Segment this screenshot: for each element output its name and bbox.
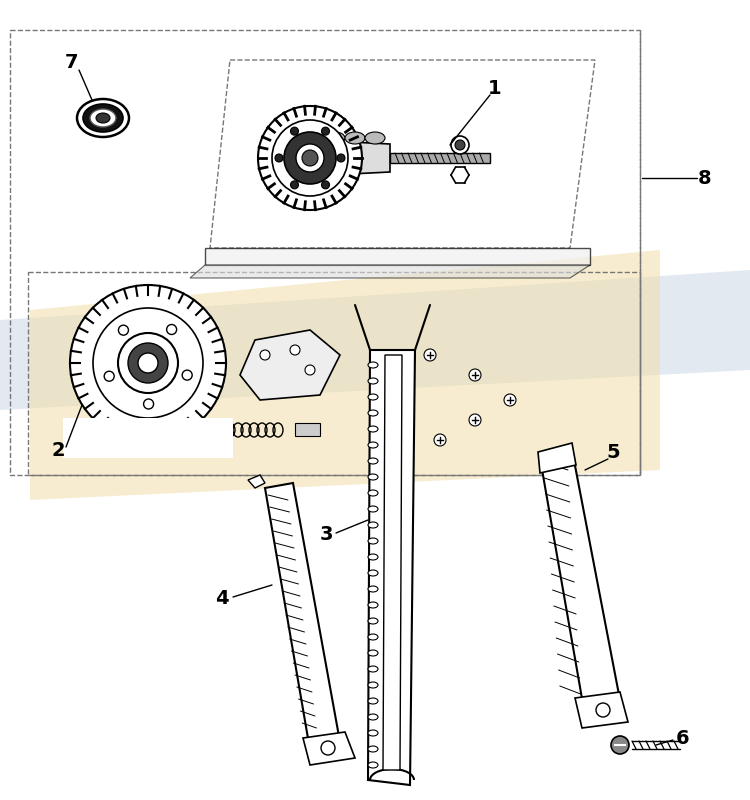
Polygon shape	[310, 140, 390, 176]
Ellipse shape	[368, 426, 378, 432]
Polygon shape	[205, 248, 590, 265]
Circle shape	[302, 150, 318, 166]
Circle shape	[258, 106, 362, 210]
Ellipse shape	[368, 410, 378, 416]
Bar	[295, 423, 320, 436]
Ellipse shape	[368, 730, 378, 736]
Ellipse shape	[345, 132, 365, 144]
Circle shape	[272, 120, 348, 196]
Ellipse shape	[83, 104, 123, 132]
Ellipse shape	[96, 113, 110, 123]
Text: 1: 1	[488, 78, 502, 98]
Ellipse shape	[368, 698, 378, 704]
Polygon shape	[248, 475, 265, 488]
Circle shape	[424, 349, 436, 361]
Ellipse shape	[368, 634, 378, 640]
Circle shape	[596, 703, 610, 717]
Polygon shape	[240, 330, 340, 400]
Polygon shape	[303, 732, 355, 765]
Ellipse shape	[368, 666, 378, 672]
Ellipse shape	[368, 618, 378, 624]
Text: 3: 3	[320, 526, 333, 545]
Ellipse shape	[368, 442, 378, 448]
Circle shape	[93, 308, 203, 418]
Circle shape	[128, 343, 168, 383]
Circle shape	[337, 154, 345, 162]
Text: 6: 6	[676, 729, 690, 747]
Circle shape	[143, 399, 154, 409]
Ellipse shape	[365, 132, 385, 144]
Polygon shape	[538, 443, 576, 473]
Circle shape	[469, 414, 481, 426]
Text: 2: 2	[51, 441, 64, 459]
Circle shape	[321, 741, 335, 755]
Circle shape	[305, 365, 315, 375]
Text: 8: 8	[698, 169, 712, 187]
Circle shape	[469, 369, 481, 381]
Circle shape	[611, 736, 629, 754]
Ellipse shape	[368, 538, 378, 544]
Circle shape	[290, 127, 298, 135]
Circle shape	[322, 127, 329, 135]
Ellipse shape	[90, 109, 116, 127]
Polygon shape	[30, 250, 660, 500]
Ellipse shape	[368, 602, 378, 608]
Circle shape	[451, 136, 469, 154]
Ellipse shape	[368, 714, 378, 720]
Circle shape	[260, 350, 270, 360]
Polygon shape	[540, 450, 620, 710]
Ellipse shape	[368, 522, 378, 528]
Ellipse shape	[77, 99, 129, 137]
Polygon shape	[383, 355, 402, 770]
Polygon shape	[190, 265, 590, 278]
Circle shape	[182, 370, 192, 380]
Circle shape	[118, 333, 178, 393]
Ellipse shape	[368, 394, 378, 400]
Text: 5: 5	[606, 442, 619, 462]
Circle shape	[138, 353, 158, 373]
Ellipse shape	[368, 762, 378, 768]
Polygon shape	[265, 483, 340, 750]
Polygon shape	[575, 692, 628, 728]
Bar	[63, 418, 233, 458]
Ellipse shape	[368, 474, 378, 480]
Ellipse shape	[368, 570, 378, 576]
Circle shape	[166, 325, 177, 334]
Circle shape	[104, 371, 114, 382]
Ellipse shape	[368, 650, 378, 656]
Circle shape	[284, 132, 336, 184]
Text: 4: 4	[215, 589, 229, 607]
Circle shape	[296, 144, 324, 172]
Circle shape	[455, 140, 465, 150]
Ellipse shape	[368, 506, 378, 512]
Circle shape	[118, 325, 128, 335]
Ellipse shape	[368, 490, 378, 496]
Ellipse shape	[368, 378, 378, 384]
Polygon shape	[0, 270, 750, 410]
Ellipse shape	[368, 586, 378, 592]
Ellipse shape	[325, 132, 345, 144]
Circle shape	[322, 181, 329, 189]
Ellipse shape	[368, 554, 378, 560]
Circle shape	[290, 345, 300, 355]
Polygon shape	[368, 350, 415, 785]
Polygon shape	[390, 153, 490, 163]
Circle shape	[434, 434, 446, 446]
Circle shape	[290, 181, 298, 189]
Ellipse shape	[368, 746, 378, 752]
Text: 7: 7	[65, 53, 79, 71]
Ellipse shape	[368, 458, 378, 464]
Circle shape	[504, 394, 516, 406]
Ellipse shape	[368, 362, 378, 368]
Circle shape	[70, 285, 226, 441]
Circle shape	[275, 154, 283, 162]
Ellipse shape	[368, 682, 378, 688]
